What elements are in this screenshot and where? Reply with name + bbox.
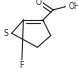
Text: OH: OH [69, 2, 78, 11]
Text: F: F [20, 61, 24, 70]
Text: S: S [4, 29, 9, 38]
Text: O: O [36, 0, 42, 7]
